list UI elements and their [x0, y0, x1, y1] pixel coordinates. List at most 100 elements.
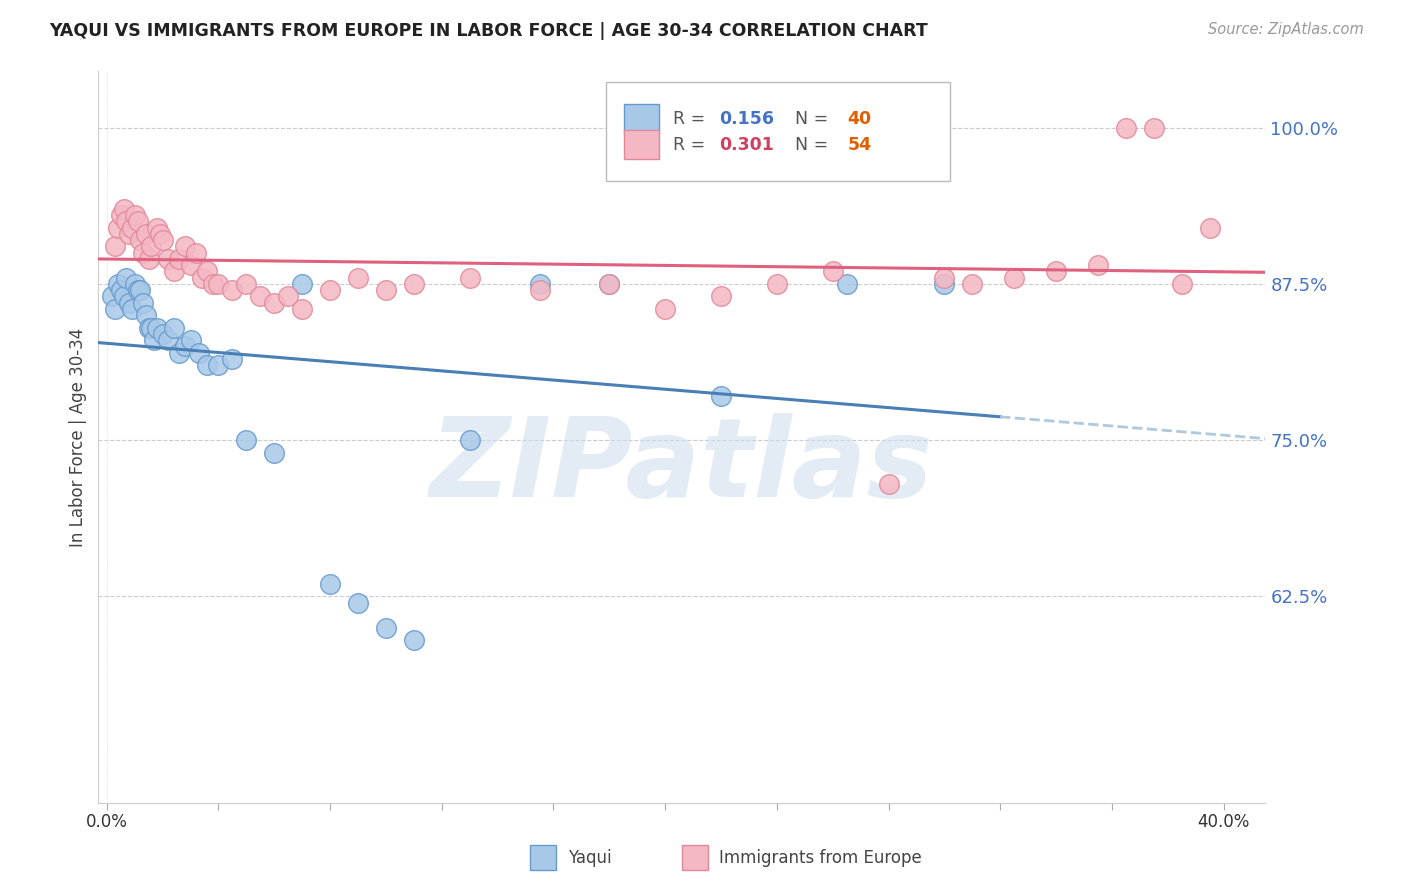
- Text: ZIPatlas: ZIPatlas: [430, 413, 934, 520]
- Point: [1045, 264, 1067, 278]
- Text: YAQUI VS IMMIGRANTS FROM EUROPE IN LABOR FORCE | AGE 30-34 CORRELATION CHART: YAQUI VS IMMIGRANTS FROM EUROPE IN LABOR…: [49, 22, 928, 40]
- Point: [118, 295, 141, 310]
- Point: [598, 277, 620, 291]
- Point: [180, 333, 202, 347]
- Point: [529, 277, 551, 291]
- Bar: [530, 845, 555, 871]
- Point: [127, 214, 149, 228]
- Point: [375, 621, 398, 635]
- Point: [163, 320, 186, 334]
- Point: [529, 283, 551, 297]
- Point: [235, 277, 257, 291]
- Point: [152, 326, 174, 341]
- Point: [180, 258, 202, 272]
- Point: [141, 239, 163, 253]
- Text: R =: R =: [672, 136, 710, 153]
- Point: [107, 277, 129, 291]
- Point: [221, 283, 243, 297]
- Point: [319, 577, 342, 591]
- Point: [458, 434, 481, 448]
- Point: [169, 252, 191, 266]
- FancyBboxPatch shape: [606, 82, 950, 181]
- Point: [132, 295, 155, 310]
- Point: [110, 208, 132, 222]
- Point: [1170, 277, 1192, 291]
- Point: [184, 245, 207, 260]
- Point: [1002, 270, 1025, 285]
- Point: [107, 220, 129, 235]
- Point: [598, 277, 620, 291]
- Point: [190, 270, 212, 285]
- Point: [347, 270, 370, 285]
- Point: [138, 320, 160, 334]
- Point: [291, 277, 314, 291]
- Point: [1115, 120, 1137, 135]
- Bar: [682, 845, 707, 871]
- Point: [174, 339, 197, 353]
- Point: [347, 596, 370, 610]
- Text: Yaqui: Yaqui: [568, 848, 612, 867]
- Point: [104, 239, 127, 253]
- Point: [157, 333, 180, 347]
- Point: [124, 208, 146, 222]
- Point: [110, 283, 132, 297]
- Point: [112, 202, 135, 216]
- Point: [235, 434, 257, 448]
- Point: [112, 289, 135, 303]
- Point: [169, 345, 191, 359]
- Point: [263, 446, 285, 460]
- Text: 54: 54: [848, 136, 872, 153]
- Point: [195, 358, 218, 372]
- Point: [249, 289, 271, 303]
- Text: 40.0%: 40.0%: [1198, 813, 1250, 830]
- Point: [146, 320, 169, 334]
- Point: [163, 264, 186, 278]
- Point: [115, 214, 138, 228]
- Point: [458, 270, 481, 285]
- Text: Immigrants from Europe: Immigrants from Europe: [720, 848, 922, 867]
- Point: [291, 301, 314, 316]
- Point: [135, 227, 157, 241]
- Point: [129, 233, 152, 247]
- Y-axis label: In Labor Force | Age 30-34: In Labor Force | Age 30-34: [69, 327, 87, 547]
- Point: [174, 239, 197, 253]
- Point: [127, 283, 149, 297]
- Point: [934, 277, 956, 291]
- Point: [157, 252, 180, 266]
- Text: N =: N =: [796, 136, 834, 153]
- Point: [115, 270, 138, 285]
- Point: [149, 227, 172, 241]
- Point: [221, 351, 243, 366]
- Point: [124, 277, 146, 291]
- Point: [201, 277, 224, 291]
- Point: [766, 277, 789, 291]
- Point: [121, 301, 143, 316]
- Point: [132, 245, 155, 260]
- Text: R =: R =: [672, 110, 710, 128]
- Text: Source: ZipAtlas.com: Source: ZipAtlas.com: [1208, 22, 1364, 37]
- Point: [277, 289, 299, 303]
- Text: N =: N =: [796, 110, 834, 128]
- Point: [821, 264, 844, 278]
- Point: [146, 220, 169, 235]
- Point: [962, 277, 984, 291]
- Point: [877, 477, 900, 491]
- Point: [402, 277, 425, 291]
- Point: [118, 227, 141, 241]
- Point: [654, 301, 676, 316]
- Point: [129, 283, 152, 297]
- Point: [104, 301, 127, 316]
- Point: [143, 333, 166, 347]
- Point: [141, 320, 163, 334]
- Point: [152, 233, 174, 247]
- Text: 0.0%: 0.0%: [86, 813, 128, 830]
- Point: [710, 389, 733, 403]
- Point: [1198, 220, 1220, 235]
- Point: [934, 270, 956, 285]
- Text: 0.301: 0.301: [720, 136, 775, 153]
- Bar: [624, 130, 658, 159]
- Point: [195, 264, 218, 278]
- Point: [101, 289, 124, 303]
- Point: [402, 633, 425, 648]
- Point: [138, 252, 160, 266]
